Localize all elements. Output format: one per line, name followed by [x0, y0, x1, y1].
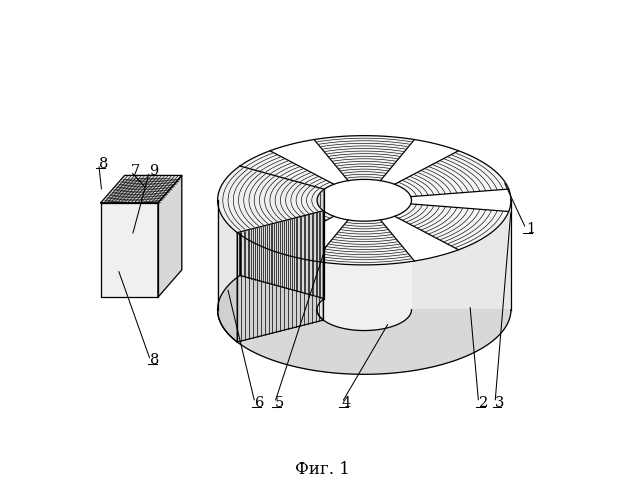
Polygon shape	[218, 189, 317, 212]
Text: 8: 8	[99, 157, 108, 171]
Polygon shape	[240, 166, 324, 298]
Polygon shape	[270, 216, 348, 261]
Text: 4: 4	[342, 396, 351, 409]
Text: 8: 8	[151, 354, 160, 368]
Polygon shape	[100, 203, 158, 297]
Polygon shape	[218, 276, 324, 342]
Text: Фиг. 1: Фиг. 1	[294, 460, 350, 477]
Text: 5: 5	[275, 396, 284, 409]
Text: 1: 1	[526, 222, 535, 235]
Polygon shape	[100, 176, 182, 203]
Text: 6: 6	[255, 396, 264, 409]
Polygon shape	[218, 166, 324, 232]
Text: 2: 2	[478, 396, 488, 409]
Polygon shape	[218, 200, 511, 374]
Text: 3: 3	[495, 396, 504, 409]
Text: 9: 9	[149, 164, 158, 178]
Text: 7: 7	[131, 164, 140, 178]
Polygon shape	[158, 176, 182, 297]
Polygon shape	[218, 136, 511, 265]
Polygon shape	[218, 310, 511, 374]
Polygon shape	[381, 216, 459, 261]
Polygon shape	[411, 189, 511, 212]
Polygon shape	[270, 140, 348, 184]
Polygon shape	[237, 210, 323, 342]
Polygon shape	[317, 200, 412, 330]
Polygon shape	[381, 140, 459, 184]
